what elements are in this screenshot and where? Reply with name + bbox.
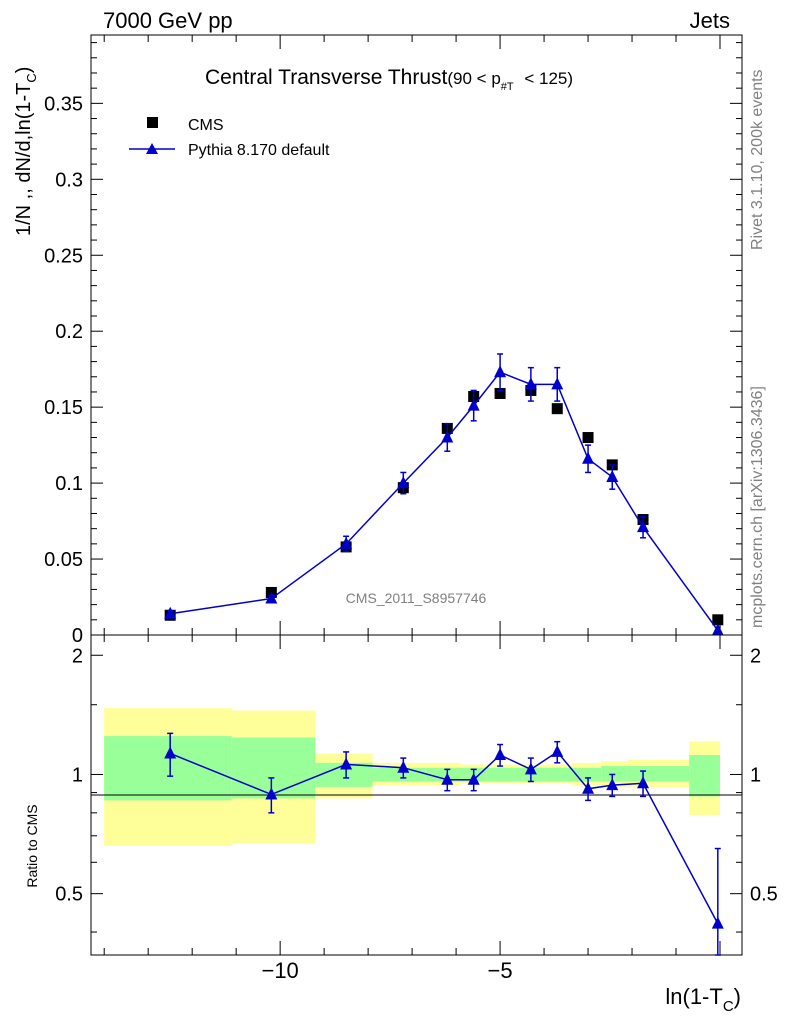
legend-cms-marker — [147, 117, 158, 128]
ratio-y-axis: 0.5 0.5 1 1 2 2 — [55, 645, 778, 933]
y-tick-label: 0.3 — [55, 169, 83, 191]
mcplots-source-label: mcplots.cern.ch [arXiv:1306.3436] — [749, 386, 766, 628]
pythia-point — [524, 762, 537, 775]
inner-band — [515, 767, 545, 782]
ratio-y-tick-label-right: 2 — [750, 645, 761, 667]
pythia-point — [524, 377, 537, 390]
main-y-axis-title: 1/N ,, dN/d,ln(1-TC) — [13, 67, 39, 236]
header-right-label: Jets — [690, 8, 730, 33]
x-axis-title: ln(1-TC) — [665, 984, 741, 1015]
rivet-version-label: Rivet 3.1.10, 200k events — [749, 69, 766, 250]
ratio-uncertainty-bands — [104, 708, 721, 846]
ratio-y-tick-label: 2 — [72, 645, 83, 667]
pythia-point — [494, 365, 507, 378]
inner-band — [231, 737, 316, 799]
inner-band — [627, 766, 690, 782]
ratio-y-tick-label: 0.5 — [55, 884, 83, 906]
pythia-point — [340, 757, 353, 770]
analysis-id-watermark: CMS_2011_S8957746 — [346, 590, 487, 606]
ratio-y-axis-title: Ratio to CMS — [24, 804, 40, 887]
pythia-point — [551, 744, 564, 757]
pythia-point — [637, 520, 650, 533]
y-tick-label: 0.1 — [55, 473, 83, 495]
pythia-point — [441, 772, 454, 785]
pythia-point — [467, 398, 480, 411]
pythia-point — [606, 470, 619, 483]
inner-band — [372, 767, 426, 782]
pythia-point — [397, 476, 410, 489]
inner-band — [486, 767, 516, 782]
pythia-point — [164, 746, 177, 759]
pythia-point — [340, 536, 353, 549]
pythia-point — [265, 787, 278, 800]
pythia-point — [551, 377, 564, 390]
y-tick-label: 0.2 — [55, 321, 83, 343]
y-tick-label: 0.25 — [44, 245, 83, 267]
legend-pythia-label: Pythia 8.170 default — [188, 142, 330, 159]
pythia-point — [397, 760, 410, 773]
header-left-label: 7000 GeV pp — [103, 8, 233, 33]
pythia-point — [582, 451, 595, 464]
legend: CMS Pythia 8.170 default — [129, 117, 330, 159]
ratio-plot-frame — [90, 634, 743, 956]
pythia-point — [711, 623, 724, 636]
inner-band — [689, 754, 721, 797]
main-y-axis: 0 0.05 0.1 0.15 0.2 0.25 0.3 0.35 — [44, 42, 742, 647]
pythia-point — [164, 606, 177, 619]
y-tick-label: 0.05 — [44, 549, 83, 571]
main-panel: 0 0.05 0.1 0.15 0.2 0.25 0.3 0.35 Central Trans… — [13, 34, 743, 647]
legend-pythia-marker — [146, 143, 158, 154]
ratio-y-tick-label: 1 — [72, 764, 83, 786]
ratio-y-tick-label-right: 1 — [750, 764, 761, 786]
y-tick-label: 0.15 — [44, 397, 83, 419]
cms-point — [712, 614, 724, 626]
y-tick-label: 0.35 — [44, 93, 83, 115]
cms-point — [494, 387, 506, 399]
legend-cms-label: CMS — [188, 117, 224, 134]
pythia-series — [164, 353, 724, 636]
chart-title: Central Transverse Thrust(90 < p#T < 125… — [205, 66, 573, 93]
x-tick-label: −5 — [488, 958, 513, 983]
inner-band — [544, 767, 573, 782]
pythia-point — [582, 781, 595, 794]
ratio-y-tick-label-right: 0.5 — [750, 884, 778, 906]
inner-band — [425, 767, 461, 782]
ratio-panel: 0.5 0.5 1 1 2 2 −10 −5 Ratio to CMS ln(1-TC) — [24, 634, 778, 1015]
x-axis: −10 −5 — [103, 635, 721, 983]
ratio-pythia-series — [164, 732, 724, 956]
pythia-point — [711, 916, 724, 929]
cms-point — [551, 403, 563, 415]
y-tick-label: 0 — [72, 625, 83, 647]
pythia-point — [494, 747, 507, 760]
pythia-point — [265, 591, 278, 604]
pythia-point — [606, 778, 619, 791]
pythia-point — [441, 430, 454, 443]
cms-point — [582, 432, 594, 444]
pythia-point — [467, 772, 480, 785]
pythia-point — [637, 776, 650, 789]
x-tick-label: −10 — [261, 958, 298, 983]
inner-band — [104, 736, 232, 801]
